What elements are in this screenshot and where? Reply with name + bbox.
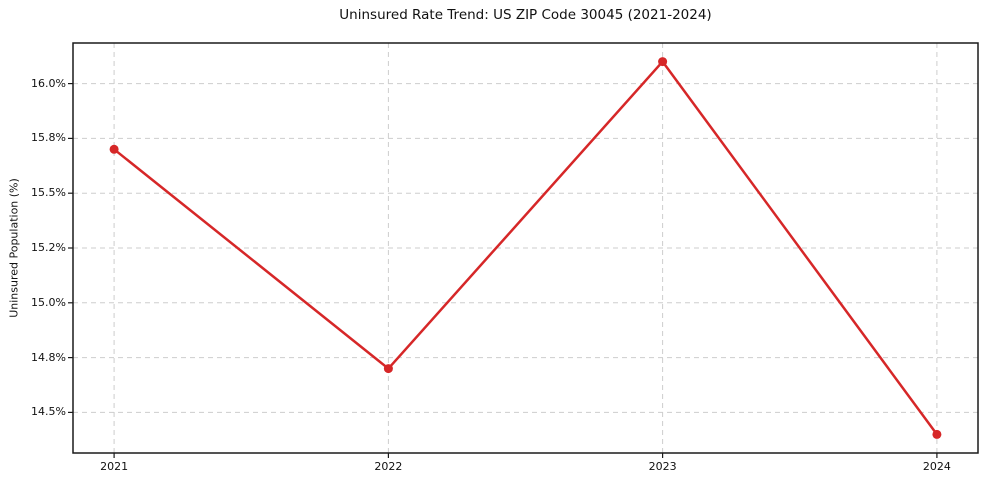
data-point-2024 [932,429,942,439]
data-point-2023 [658,57,668,67]
data-point-2022 [383,364,393,374]
data-point-2021 [109,144,119,154]
trend-line [112,60,939,436]
chart-title: Uninsured Rate Trend: US ZIP Code 30045 … [339,7,712,23]
plot-border [72,42,979,454]
